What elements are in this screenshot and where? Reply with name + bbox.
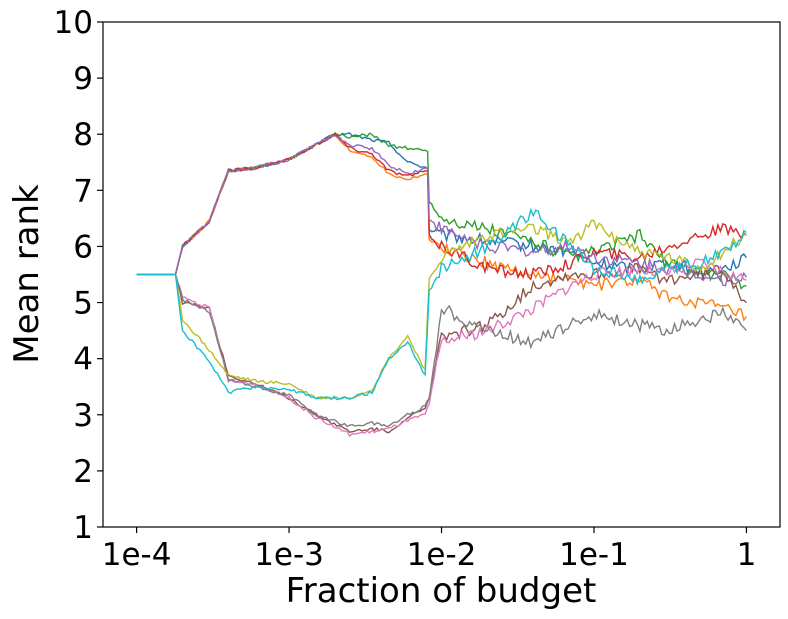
- y-tick-label-8: 9: [73, 61, 93, 97]
- x-axis-label: Fraction of budget: [286, 571, 597, 611]
- x-axis: 1e-4 1e-3 1e-2 1e-1 1: [102, 527, 757, 573]
- series-line-9: [136, 219, 747, 401]
- y-axis-label: Mean rank: [7, 184, 47, 364]
- y-tick-label-3: 4: [73, 342, 93, 378]
- series-layer: [136, 131, 747, 438]
- y-tick-label-7: 8: [73, 117, 93, 153]
- y-tick-label-6: 7: [73, 173, 93, 209]
- series-line-6: [136, 262, 747, 434]
- x-tick-label-3: 1e-1: [559, 537, 629, 573]
- x-tick-label-0: 1e-4: [102, 537, 172, 573]
- series-line-10: [136, 207, 747, 401]
- x-tick-label-4: 1: [737, 537, 757, 573]
- y-axis: 1 2 3 4 5 6 7 8 9 10: [54, 5, 103, 546]
- y-tick-label-9: 10: [54, 5, 93, 41]
- x-tick-label-1: 1e-3: [254, 537, 324, 573]
- series-line-7: [136, 258, 747, 438]
- y-tick-label-2: 3: [73, 398, 93, 434]
- y-tick-label-5: 6: [73, 229, 93, 265]
- series-line-5: [136, 134, 747, 287]
- y-tick-label-0: 1: [73, 510, 93, 546]
- y-tick-label-4: 5: [73, 286, 93, 322]
- y-tick-label-1: 2: [73, 454, 93, 490]
- x-tick-label-2: 1e-2: [407, 537, 477, 573]
- series-line-8: [136, 273, 747, 428]
